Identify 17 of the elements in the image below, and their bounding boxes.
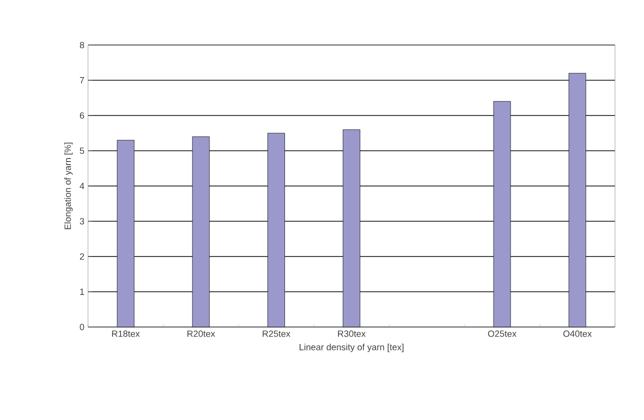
y-tick-label: 0 [80, 324, 84, 330]
x-tick-label: R20tex [187, 330, 216, 337]
x-tick-label: O25tex [488, 330, 516, 337]
y-tick-label: 8 [80, 42, 84, 48]
y-tick-label: 6 [80, 112, 84, 119]
y-tick-label: 5 [80, 148, 84, 154]
y-tick-label: 2 [80, 253, 84, 260]
y-axis-title: Elongation of yarn [%] [64, 142, 73, 230]
y-tick-label: 4 [80, 182, 84, 190]
y-tick-label: 3 [80, 218, 84, 224]
y-tick-label: 7 [80, 77, 84, 84]
x-tick-label: O40tex [563, 330, 592, 337]
x-axis-title: Linear density of yarn [tex] [300, 344, 404, 352]
y-tick-label: 1 [80, 288, 84, 295]
x-tick-label: R25tex [262, 330, 290, 337]
x-tick-label: R30tex [338, 330, 366, 337]
x-tick-label: R18tex [112, 330, 140, 337]
